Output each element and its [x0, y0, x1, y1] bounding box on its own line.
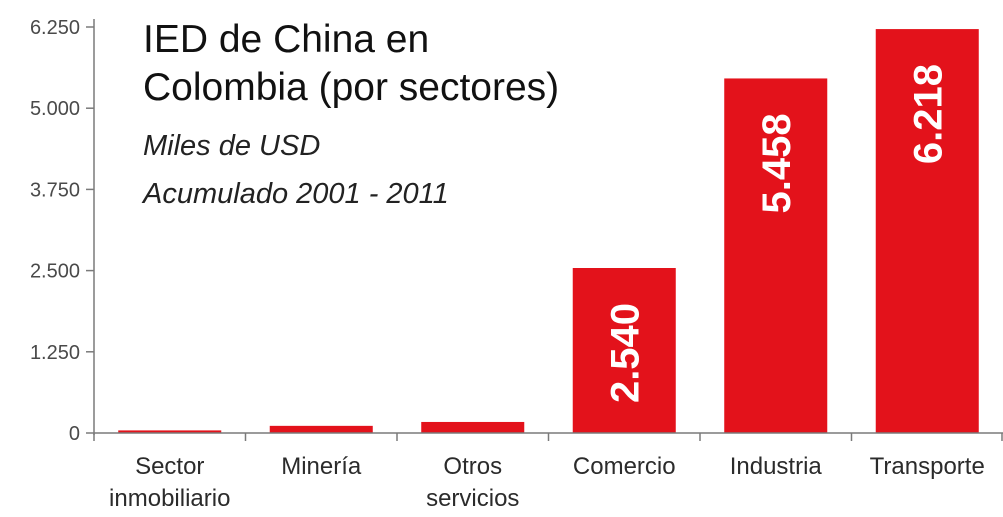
- x-tick-label: Sector: [135, 453, 204, 480]
- x-tick-label: Industria: [730, 453, 823, 480]
- bar: [118, 430, 222, 433]
- bar-data-label: 2.540: [603, 303, 647, 403]
- x-axis: Sector inmobiliario Minería Otros servicios C…: [93, 432, 1003, 512]
- bar: [724, 78, 828, 434]
- chart-subtitle-line-1: Miles de USD: [143, 130, 320, 162]
- x-tick-label: Comercio: [573, 453, 676, 480]
- bar: [421, 421, 525, 433]
- y-tick-label: 1.250: [30, 342, 80, 364]
- bar-data-label: 5.458: [755, 113, 799, 213]
- x-tick-label: Transporte: [870, 453, 985, 480]
- bar: [875, 29, 979, 433]
- y-tick-label: 5.000: [30, 98, 80, 120]
- y-axis: 0 1.250 2.500 3.750 5.000 6.250: [30, 17, 95, 445]
- x-tick-label: Otros: [443, 453, 502, 480]
- bar-data-label: 6.218: [906, 64, 950, 164]
- bar: [269, 425, 373, 433]
- y-tick-label: 2.500: [30, 261, 80, 283]
- x-tick-label: inmobiliario: [109, 485, 230, 512]
- chart-subtitle-line-2: Acumulado 2001 - 2011: [141, 178, 449, 210]
- y-tick-label: 6.250: [30, 17, 80, 39]
- y-tick-label: 3.750: [30, 179, 80, 201]
- bars: 2.540 5.458 6.218: [118, 29, 979, 434]
- bar: [572, 268, 676, 433]
- chart-title-line-1: IED de China en: [143, 18, 429, 61]
- y-tick-label: 0: [69, 423, 80, 445]
- x-tick-label: servicios: [426, 485, 519, 512]
- x-tick-label: Minería: [281, 453, 362, 480]
- chart-title-line-2: Colombia (por sectores): [143, 66, 559, 109]
